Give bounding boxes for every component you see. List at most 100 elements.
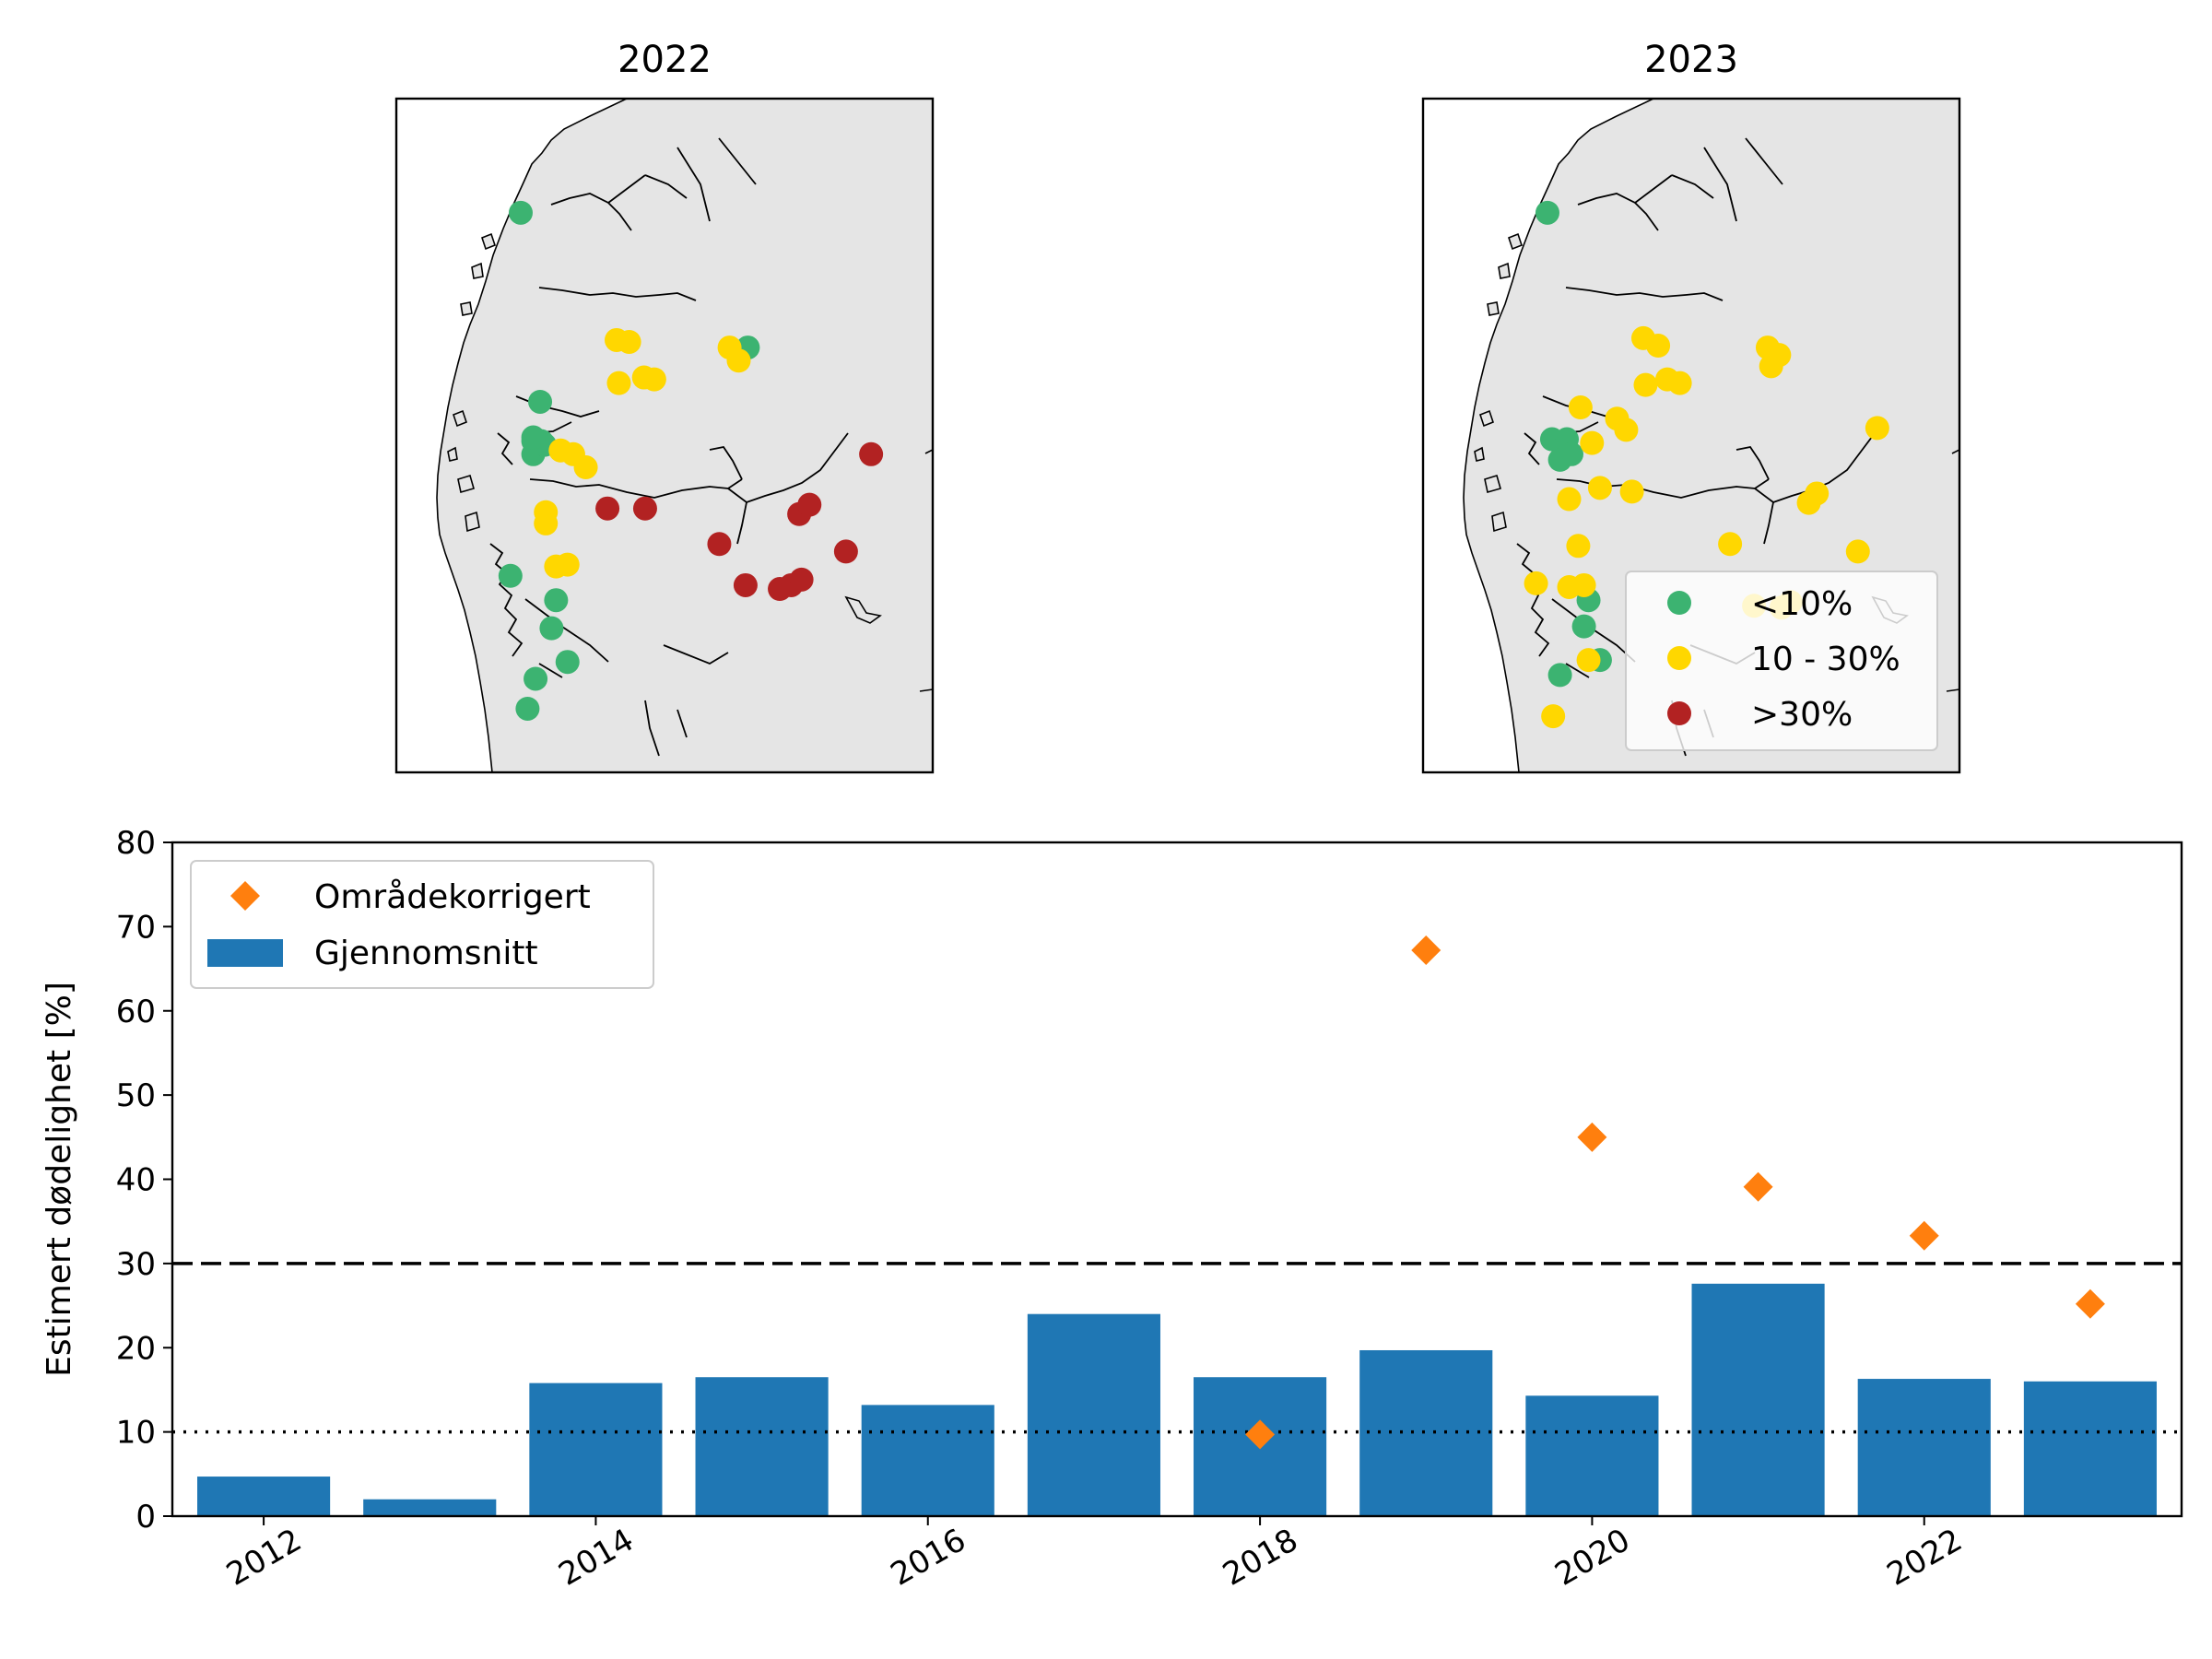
bar-2022	[1857, 1379, 1991, 1516]
fjord-line	[1577, 137, 1783, 231]
y-tick-label: 40	[116, 1162, 156, 1199]
y-tick-label: 80	[116, 825, 156, 862]
fjord-line	[1735, 445, 1774, 545]
y-axis-ticks: 0 10 20 30 40 50 60 70 80	[116, 825, 172, 1535]
legend-box	[190, 860, 654, 989]
map-point-mid	[726, 348, 751, 373]
bar-2012	[197, 1477, 331, 1516]
marker-2022	[1909, 1220, 1939, 1251]
map-frame	[1421, 97, 1961, 774]
markers	[1245, 935, 2105, 1450]
fjord-line	[489, 432, 524, 657]
x-axis-ticks: 2012 2014 2016 2018 2020 2022	[220, 1516, 1969, 1594]
map-point-low	[555, 650, 580, 675]
bar-2013	[363, 1499, 497, 1516]
bar-2020	[1525, 1395, 1659, 1516]
map-point-high	[595, 496, 620, 521]
map-point-high	[859, 441, 884, 466]
map-point-low	[1535, 200, 1559, 225]
bar-2021	[1691, 1283, 1825, 1516]
bar-2015	[695, 1377, 829, 1516]
y-tick-label: 20	[116, 1330, 156, 1367]
map-point-mid	[555, 552, 580, 577]
map-point-high	[707, 532, 732, 557]
y-tick-label: 10	[116, 1415, 156, 1452]
fjord-line	[529, 478, 743, 499]
map-point-mid	[1566, 534, 1591, 559]
map-panel-2023: 2023 <10% 10 - 30%	[1421, 39, 1961, 774]
map-point-low	[1559, 441, 1583, 466]
y-tick-label: 30	[116, 1246, 156, 1283]
y-tick-label: 0	[135, 1499, 156, 1535]
marker-2018	[1245, 1419, 1276, 1450]
legend-label-markers: Områdekorrigert	[314, 878, 591, 916]
map-point-mid	[606, 371, 631, 395]
legend-marker-high	[1667, 701, 1691, 725]
x-tick-label: 2020	[1548, 1522, 1636, 1594]
x-tick-label: 2012	[220, 1522, 308, 1594]
bar-2017	[1027, 1313, 1160, 1516]
map-point-mid	[1614, 418, 1639, 442]
map-point-high	[797, 492, 822, 517]
map-point-mid	[1619, 479, 1644, 504]
map-point-mid	[1524, 571, 1548, 595]
coast-island	[1474, 232, 1523, 533]
map-point-mid	[573, 455, 598, 480]
map-point-mid	[1667, 371, 1692, 395]
legend-marker-diamond	[230, 881, 260, 911]
legend-swatch-bar	[207, 939, 283, 967]
legend-marker-mid	[1667, 646, 1691, 670]
map-point-mid	[1646, 334, 1671, 359]
x-tick-label: 2018	[1217, 1522, 1304, 1594]
map-point-mid	[641, 367, 666, 392]
legend-box	[1625, 571, 1938, 751]
map-point-low	[498, 563, 523, 588]
coast-island	[447, 232, 496, 533]
map-point-mid	[1541, 704, 1566, 729]
bars	[197, 1283, 2157, 1516]
map-point-mid	[1759, 354, 1783, 379]
map-title: 2022	[618, 39, 712, 81]
legend-label-low: <10%	[1751, 585, 1853, 623]
bar-2023	[2023, 1381, 2157, 1516]
map-point-mid	[1865, 416, 1889, 441]
inland-lake	[844, 449, 933, 692]
marker-2020	[1577, 1122, 1607, 1152]
y-tick-label: 50	[116, 1077, 156, 1114]
map-points	[498, 200, 884, 721]
map-point-mid	[1568, 395, 1593, 420]
marker-2019	[1411, 935, 1441, 965]
map-point-mid	[617, 329, 641, 354]
map-frame	[394, 97, 935, 774]
x-tick-label: 2016	[885, 1522, 972, 1594]
map-point-low	[1571, 614, 1596, 639]
map-point-mid	[534, 500, 559, 524]
fjord-line	[709, 445, 747, 545]
y-tick-label: 60	[116, 994, 156, 1030]
fjord-line	[727, 432, 849, 504]
map-point-high	[833, 539, 858, 564]
legend-marker-low	[1667, 591, 1691, 615]
map-point-high	[789, 567, 814, 592]
map-legend: <10% 10 - 30% >30%	[1625, 571, 1938, 751]
map-title: 2023	[1644, 39, 1738, 81]
bar-2014	[529, 1382, 663, 1516]
map-point-low	[539, 616, 564, 641]
fjord-line	[538, 287, 697, 301]
map-point-mid	[548, 438, 573, 463]
y-axis-label: Estimert dødelighet [%]	[41, 982, 78, 1377]
map-point-low	[508, 200, 533, 225]
map-points	[1524, 200, 1889, 729]
map-point-mid	[1557, 487, 1582, 512]
bar-chart-legend: Områdekorrigert Gjennomsnitt	[190, 860, 654, 989]
fjord-line	[550, 137, 757, 231]
map-point-high	[632, 496, 657, 521]
map-point-mid	[1587, 476, 1612, 500]
map-point-mid	[1718, 532, 1743, 557]
reference-lines	[172, 1262, 2182, 1434]
map-point-low	[544, 588, 569, 613]
marker-2023	[2075, 1288, 2105, 1319]
map-point-low	[524, 666, 548, 691]
